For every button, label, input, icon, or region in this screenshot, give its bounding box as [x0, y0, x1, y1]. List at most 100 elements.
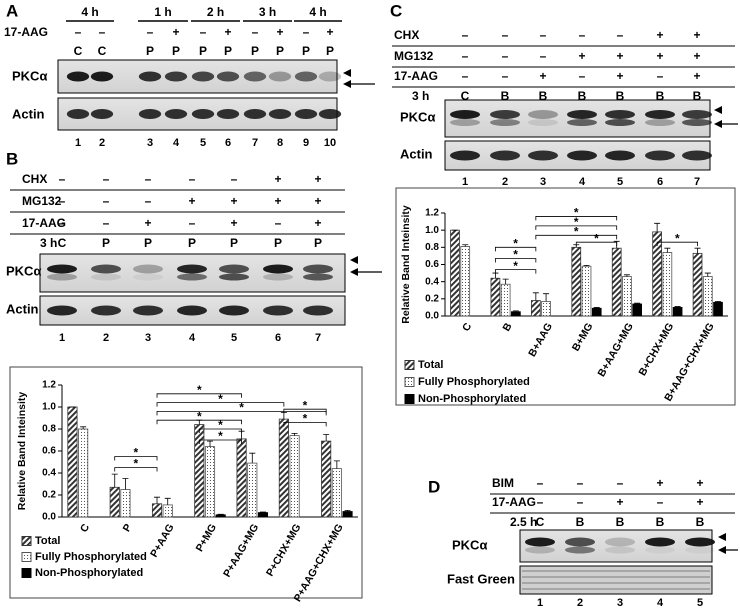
significance-star: *: [675, 231, 680, 245]
bar: [672, 307, 683, 317]
treatment-mark: –: [103, 194, 110, 208]
treatment-mark: +: [616, 495, 623, 509]
bar: [692, 252, 703, 317]
treatment-mark: –: [145, 172, 152, 186]
treatment-mark: +: [188, 194, 195, 208]
blot-label: PKCα: [6, 263, 41, 278]
band: [216, 71, 240, 82]
treatment-mark: –: [657, 69, 664, 83]
treatment-mark: –: [462, 49, 469, 63]
error-bar: [634, 302, 641, 304]
significance-bracket: [575, 241, 618, 247]
band: [318, 109, 342, 119]
blot-label: PKCα: [400, 109, 435, 124]
treatment-mark: –: [502, 69, 509, 83]
band: [528, 119, 558, 126]
bar: [331, 468, 342, 518]
condition: P: [302, 44, 310, 58]
treatment-mark: +: [230, 194, 237, 208]
band: [565, 537, 595, 547]
band: [66, 109, 90, 119]
legend-label: Non-Phosphorylated: [35, 567, 143, 579]
band: [263, 273, 293, 281]
bar: [511, 311, 521, 317]
bar: [151, 503, 163, 518]
x-tick-label: P+CHX+MG: [264, 522, 304, 579]
error-bar: [154, 496, 161, 504]
lane-number: 1: [59, 332, 65, 344]
band: [450, 110, 480, 119]
x-tick-label: P+AAG+MG: [221, 522, 261, 580]
row-label: 17-AAG: [4, 25, 48, 39]
x-tick-label: B: [500, 321, 514, 334]
bar: [611, 247, 622, 317]
error-bar: [492, 272, 499, 279]
band: [133, 305, 163, 316]
error-bar: [249, 452, 256, 464]
significance-bracket: [656, 241, 698, 247]
band: [294, 109, 318, 119]
y-tick-label: 0.0: [42, 512, 56, 523]
lane-number: 4: [579, 176, 586, 188]
panel-label: D: [428, 477, 440, 496]
band: [682, 150, 712, 161]
treatment-mark: –: [537, 476, 544, 490]
condition: B: [576, 515, 585, 529]
x-tick-label: P+AAG: [148, 522, 177, 560]
blot-label: PKCα: [12, 68, 47, 83]
legend-label: Non-Phosphorylated: [418, 393, 526, 405]
error-bar: [323, 434, 330, 442]
x-tick-label: P: [121, 522, 135, 534]
treatment-mark: +: [314, 172, 321, 186]
lane-number: 2: [99, 137, 105, 149]
error-bar: [122, 478, 129, 490]
significance-star: *: [218, 392, 223, 406]
band: [567, 110, 597, 119]
significance-star: *: [303, 398, 308, 412]
significance-bracket: [283, 408, 327, 414]
error-bar: [593, 307, 600, 309]
time-label: 3 h: [412, 89, 429, 103]
error-bar: [694, 247, 701, 254]
band: [525, 537, 555, 547]
band: [263, 305, 293, 316]
significance-star: *: [574, 206, 579, 220]
row-label: 17-AAG: [394, 69, 438, 83]
band: [138, 71, 162, 82]
treatment-mark: –: [103, 172, 110, 186]
condition: C: [461, 89, 470, 103]
bar: [571, 246, 582, 317]
legend-label: Fully Phosphorylated: [35, 551, 147, 563]
lane-number: 3: [540, 176, 546, 188]
treatment-mark: –: [231, 172, 238, 186]
lane-number: 7: [252, 137, 258, 149]
blot-label: Actin: [12, 106, 45, 121]
error-bar: [512, 310, 519, 312]
arrow-tip: [718, 546, 726, 554]
bar: [321, 440, 332, 518]
condition: B: [696, 515, 705, 529]
error-bar: [80, 426, 87, 429]
x-tick-label: B+AAG: [526, 321, 555, 359]
band: [605, 150, 635, 161]
significance-bracket: [495, 258, 537, 263]
band: [91, 305, 121, 316]
lane-number: 5: [697, 597, 703, 609]
condition: B: [693, 89, 702, 103]
significance-bracket: [535, 234, 618, 240]
bar: [713, 301, 723, 317]
band: [525, 546, 555, 554]
y-tick-label: 1.0: [42, 402, 56, 413]
treatment-mark: –: [617, 476, 624, 490]
y-axis-label: Relative Band Inteinsity: [16, 392, 28, 511]
y-tick-label: 0.2: [42, 490, 56, 501]
band: [450, 119, 480, 126]
condition: P: [188, 236, 196, 250]
y-tick-label: 1.2: [425, 208, 439, 219]
bar: [215, 514, 226, 518]
lane-number: 6: [225, 137, 231, 149]
time-label: 4 h: [81, 5, 98, 19]
treatment-mark: +: [274, 194, 281, 208]
lane-number: 4: [189, 332, 196, 344]
error-bar: [704, 272, 711, 277]
